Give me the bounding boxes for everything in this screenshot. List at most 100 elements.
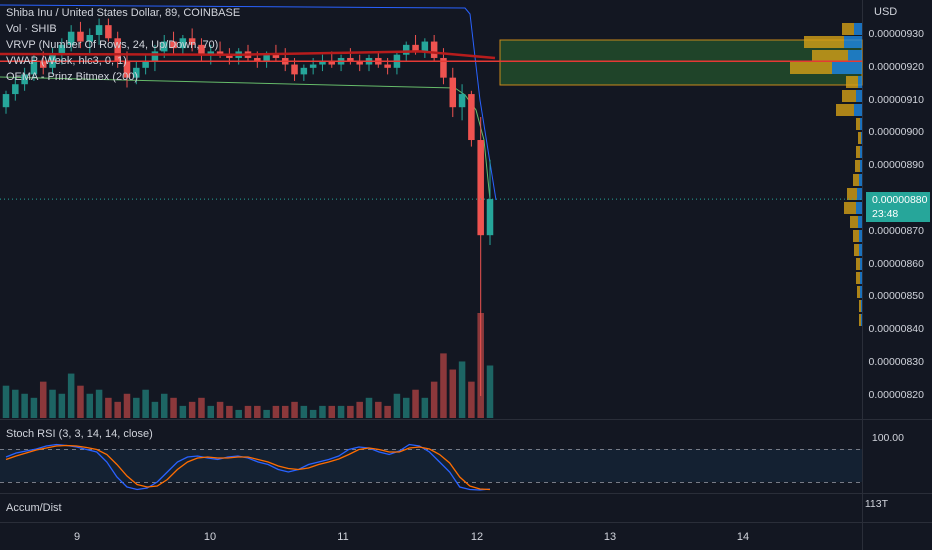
- chart-legend: Shiba Inu / United States Dollar, 89, CO…: [6, 5, 240, 85]
- candle-body: [105, 25, 112, 39]
- price-tick: 0.00000820: [868, 388, 924, 401]
- vrvp-row-down: [853, 174, 859, 186]
- candle-body: [421, 41, 429, 52]
- volume-bar: [21, 393, 28, 418]
- current-price-badge: 0.00000880 23:48: [866, 192, 930, 222]
- legend-vwap[interactable]: VWAP (Week, hlc3, 0, 1): [6, 55, 127, 67]
- candle-body: [95, 25, 103, 35]
- price-tick: 0.00000930: [868, 28, 924, 40]
- candle-body: [291, 64, 298, 75]
- volume-bar: [356, 401, 363, 418]
- legend-oema[interactable]: OEMA - Prinz Bitmex (200): [6, 71, 139, 83]
- vrvp-row-up: [861, 300, 862, 312]
- volume-bar: [30, 397, 38, 418]
- candle-body: [384, 64, 391, 68]
- vrvp-row-down: [858, 132, 861, 144]
- volume-bar: [272, 405, 280, 418]
- vrvp-row-down: [856, 272, 860, 284]
- volume-bar: [337, 405, 345, 418]
- stoch-rsi-band: [0, 449, 862, 482]
- accum-dist-label[interactable]: Accum/Dist: [6, 502, 62, 514]
- vrvp-row-up: [859, 230, 862, 242]
- volume-bar: [216, 401, 224, 418]
- volume-bar: [384, 405, 391, 418]
- vrvp-row-down: [859, 314, 861, 326]
- volume-bar: [105, 397, 112, 418]
- volume-bar: [309, 409, 317, 418]
- stoch-rsi-d-line: [5, 444, 491, 491]
- vrvp-row-up: [860, 258, 862, 270]
- vrvp-row-down: [850, 216, 858, 228]
- vrvp-row-down: [804, 36, 844, 48]
- vrvp-row-up: [858, 76, 862, 88]
- volume-bar: [393, 393, 401, 418]
- volume-bar: [142, 389, 149, 418]
- candle-body: [440, 57, 447, 78]
- volume-bar: [58, 393, 66, 418]
- candle-body: [2, 94, 10, 108]
- volume-bar: [151, 401, 159, 418]
- vrvp-row-down: [836, 104, 854, 116]
- candle-body: [328, 61, 336, 65]
- vrvp-row-up: [861, 132, 862, 144]
- candle-body: [226, 54, 233, 58]
- candle-countdown: 23:48: [872, 208, 899, 220]
- candle-body: [430, 41, 438, 58]
- vrvp-row-up: [848, 50, 862, 62]
- volume-bar: [39, 381, 47, 418]
- volume-bar: [95, 389, 103, 418]
- price-tick: 0.00000840: [868, 323, 924, 336]
- candle-body: [477, 140, 484, 236]
- accum-dist-value: 113T: [864, 498, 888, 510]
- volume-bar: [430, 381, 438, 418]
- candle-body: [486, 199, 494, 236]
- volume-bar: [458, 361, 466, 418]
- price-tick: 0.00000860: [868, 257, 924, 270]
- volume-bar: [477, 313, 484, 418]
- candle-body: [114, 38, 121, 62]
- price-tick: 0.00000890: [868, 159, 924, 172]
- volume-bar: [170, 397, 177, 418]
- candle-body: [39, 61, 47, 68]
- volume-bar: [375, 401, 382, 418]
- candle-body: [30, 61, 38, 75]
- vrvp-row-up: [860, 286, 862, 298]
- time-tick: 11: [337, 531, 349, 543]
- volume-bar: [12, 389, 19, 418]
- volume-bar: [235, 409, 242, 418]
- legend-title[interactable]: Shiba Inu / United States Dollar, 89, CO…: [6, 7, 241, 19]
- vrvp-row-down: [856, 118, 860, 130]
- candle-body: [207, 51, 215, 55]
- candle-body: [319, 61, 326, 65]
- candle-body: [402, 44, 410, 55]
- candle-body: [133, 67, 140, 78]
- volume-bar: [2, 385, 10, 418]
- candle-body: [188, 38, 196, 45]
- price-tick: 0.00000850: [868, 290, 924, 303]
- volume-bar: [179, 405, 187, 418]
- vrvp-row-down: [853, 230, 859, 242]
- currency-label: USD: [874, 6, 898, 18]
- stoch-rsi-label[interactable]: Stoch RSI (3, 3, 14, 14, close): [6, 428, 153, 440]
- current-price: 0.00000880: [872, 194, 928, 206]
- vrvp-row-up: [859, 244, 862, 256]
- vrvp-row-down: [790, 62, 832, 74]
- vrvp-row-up: [854, 23, 862, 35]
- vrvp-row-down: [857, 286, 860, 298]
- candle-body: [216, 51, 224, 55]
- vrvp-row-up: [860, 272, 862, 284]
- legend-volume[interactable]: Vol · SHIB: [6, 23, 57, 35]
- price-tick: 0.00000920: [868, 60, 924, 73]
- candle-body: [12, 84, 19, 95]
- candle-body: [123, 61, 131, 78]
- volume-bar: [67, 373, 75, 418]
- volume-bar: [207, 405, 215, 418]
- candle-body: [170, 41, 177, 49]
- legend-vrvp[interactable]: VRVP (Number Of Rows, 24, Up/Down, 70): [6, 39, 219, 51]
- vrvp-row-down: [844, 202, 856, 214]
- candle-body: [449, 77, 457, 108]
- volume-bar: [188, 401, 196, 418]
- stoch-rsi-k-line: [5, 443, 491, 491]
- time-tick: 10: [203, 531, 217, 543]
